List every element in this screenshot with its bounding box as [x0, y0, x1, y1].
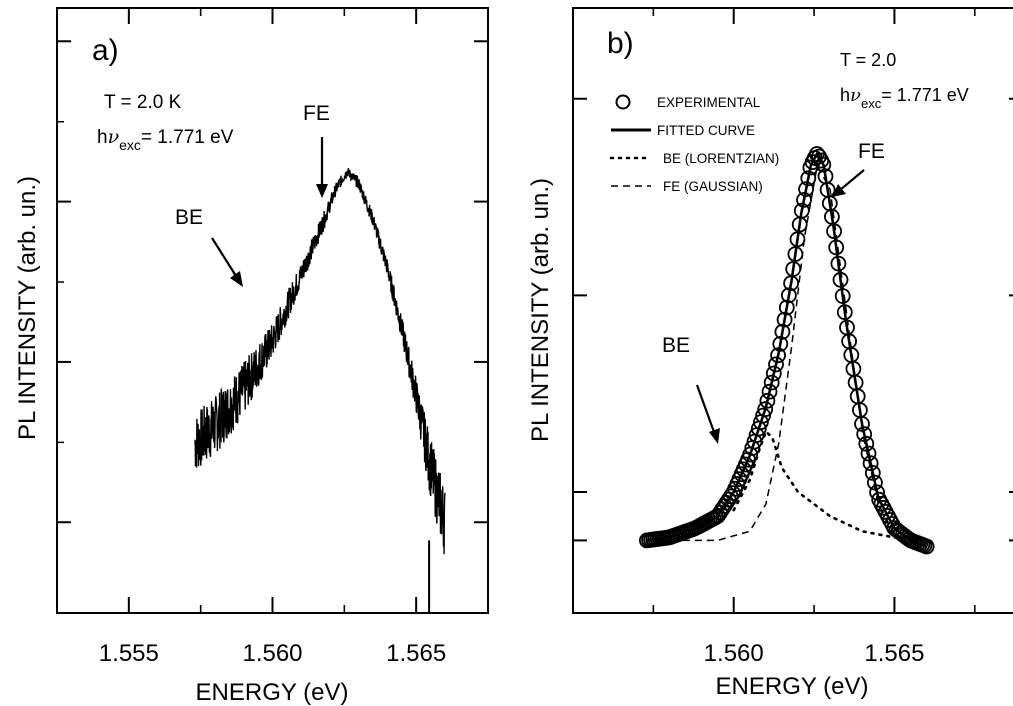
- experimental-point: [864, 464, 881, 481]
- experimental-point: [770, 347, 786, 364]
- experimental-point: [768, 356, 784, 373]
- experimental-point: [815, 156, 832, 173]
- panel-a-be-arrowhead: [230, 271, 243, 287]
- experimental-point: [862, 455, 879, 472]
- panel-b-be-annotation: BE: [662, 334, 690, 357]
- panel-b-ticks: [572, 8, 1013, 613]
- experimental-point: [856, 426, 873, 443]
- experimental-point: [759, 392, 776, 409]
- panel-b-fe-annotation: FE: [858, 140, 885, 163]
- panel-a-exc-nu: ν: [108, 126, 120, 148]
- panel-a: 1.555 1.560 1.565 a) T = 2.0 K hνexc= 1.77…: [14, 7, 489, 706]
- experimental-point: [765, 365, 782, 382]
- experimental-point: [828, 239, 845, 256]
- experimental-point: [800, 170, 817, 187]
- panel-b-fe-arrow: [839, 169, 865, 191]
- experimental-point: [830, 255, 847, 272]
- panel-b-exc-sub: exc: [861, 96, 882, 111]
- panel-a-temperature: T = 2.0 K: [104, 92, 182, 113]
- panel-a-x-tick-labels: 1.555 1.560 1.565: [99, 640, 446, 667]
- panel-b-exc-value: = 1.771 eV: [881, 85, 969, 105]
- legend-label-fitted: FITTED CURVE: [657, 123, 755, 138]
- panel-a-be-arrow: [211, 237, 237, 277]
- panel-b-x-axis-label: ENERGY (eV): [716, 673, 869, 700]
- panel-b-exc-nu: ν: [850, 85, 861, 106]
- legend-label-fe-gaussian: FE (GAUSSIAN): [663, 179, 763, 194]
- series-dotted-line: [732, 429, 928, 542]
- panel-b-legend: EXPERIMENTAL FITTED CURVE BE (LORENTZIAN…: [609, 94, 779, 194]
- pl-spectrum-line: [194, 167, 446, 555]
- experimental-point: [854, 415, 870, 432]
- experimental-point: [781, 287, 797, 304]
- experimental-point: [722, 488, 739, 505]
- legend-label-be-lorentzian: BE (LORENTZIAN): [663, 151, 779, 166]
- legend-circle-marker: [615, 94, 631, 110]
- experimental-point: [832, 271, 849, 288]
- experimental-point: [793, 202, 810, 219]
- panel-b-be-arrowhead: [709, 428, 720, 444]
- experimental-point: [757, 401, 774, 418]
- experimental-point: [834, 288, 851, 304]
- experimental-point: [796, 191, 812, 208]
- experimental-point: [755, 407, 771, 424]
- experimental-point: [860, 445, 877, 462]
- panel-a-label: a): [92, 34, 119, 67]
- experimental-point: [789, 231, 806, 248]
- experimental-point: [776, 311, 793, 328]
- experimental-point: [867, 474, 883, 491]
- panel-b-series: [639, 146, 935, 555]
- experimental-point: [787, 246, 804, 263]
- legend-label-experimental: EXPERIMENTAL: [657, 95, 761, 110]
- experimental-point: [763, 374, 780, 391]
- series-dashed-line: [646, 163, 927, 545]
- panel-b-be-arrow: [695, 384, 716, 433]
- panel-a-ticks: [56, 8, 489, 613]
- x-tick-label: 1.555: [99, 640, 159, 667]
- panel-a-exc-value: = 1.771 eV: [141, 127, 234, 148]
- experimental-point: [772, 335, 789, 352]
- x-tick-label: 1.565: [864, 640, 924, 667]
- panel-b-y-axis-label: PL INTENSITY (arb. un.): [527, 178, 554, 442]
- experimental-point: [761, 383, 778, 400]
- experimental-point: [826, 223, 842, 240]
- panel-a-series: [194, 167, 446, 613]
- experimental-point: [778, 299, 795, 316]
- panel-b-fe-arrowhead: [832, 184, 846, 197]
- panel-a-exc-prefix: h: [97, 127, 108, 148]
- panel-b-label: b): [607, 27, 634, 60]
- panel-b-frame: [572, 7, 1013, 614]
- panel-a-exc-sub: exc: [119, 137, 141, 153]
- experimental-point: [774, 323, 791, 340]
- panel-a-excitation: hνexc= 1.771 eV: [97, 126, 234, 153]
- panel-b-exc-prefix: h: [840, 85, 850, 105]
- x-tick-label: 1.560: [242, 640, 302, 667]
- panel-a-fe-arrowhead: [316, 184, 328, 198]
- x-tick-label: 1.565: [386, 640, 446, 667]
- experimental-point: [918, 538, 935, 555]
- panel-a-be-annotation: BE: [175, 206, 203, 229]
- panel-b-x-tick-labels: 1.560 1.565: [704, 640, 925, 667]
- panel-a-fe-annotation: FE: [303, 102, 330, 125]
- panel-b-temperature: T = 2.0: [840, 50, 896, 70]
- experimental-point: [858, 435, 875, 452]
- experimental-point: [798, 181, 814, 198]
- experimental-point: [785, 261, 802, 277]
- panel-b: 1.560 1.565 b) T = 2.0 hνexc= 1.771 eV EX…: [527, 7, 1013, 700]
- panel-a-y-axis-label: PL INTENSITY (arb. un.): [14, 176, 41, 440]
- experimental-point: [836, 304, 853, 321]
- panel-a-x-axis-label: ENERGY (eV): [196, 679, 349, 706]
- x-tick-label: 1.560: [704, 640, 764, 667]
- panel-b-excitation: hνexc= 1.771 eV: [840, 85, 969, 111]
